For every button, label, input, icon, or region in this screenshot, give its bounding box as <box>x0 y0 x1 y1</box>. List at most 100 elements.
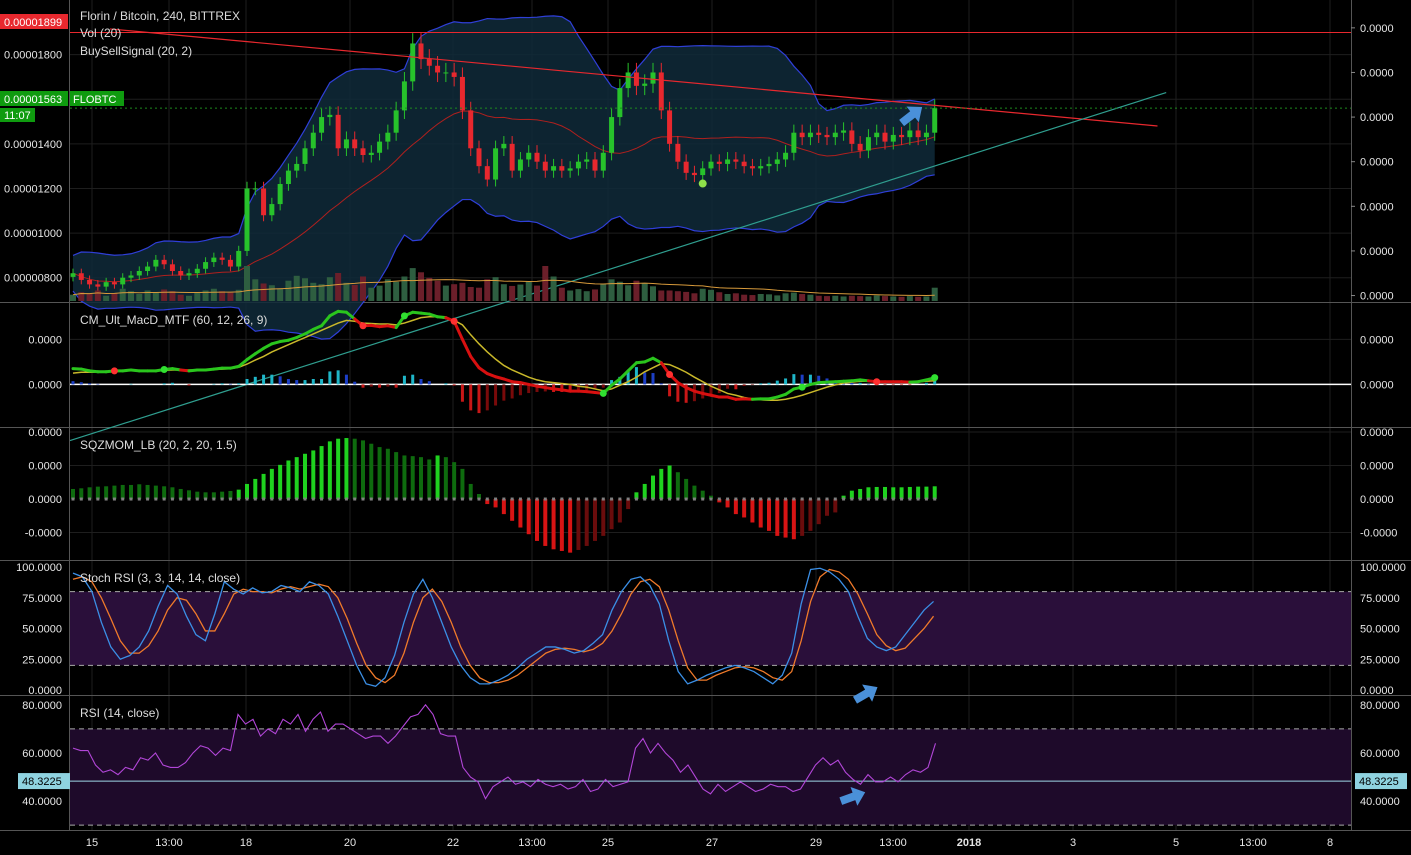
candle-body[interactable] <box>791 133 796 153</box>
candle-body[interactable] <box>427 59 432 66</box>
candle-body[interactable] <box>104 282 109 286</box>
candle-body[interactable] <box>137 271 142 275</box>
candle-body[interactable] <box>642 84 647 86</box>
candle-body[interactable] <box>162 260 167 264</box>
candle-body[interactable] <box>742 162 747 166</box>
candle-body[interactable] <box>352 139 357 148</box>
candle-body[interactable] <box>402 81 407 110</box>
candle-body[interactable] <box>71 273 76 277</box>
candle-body[interactable] <box>899 135 904 137</box>
candle-body[interactable] <box>468 110 473 148</box>
candle-body[interactable] <box>576 162 581 169</box>
candle-body[interactable] <box>883 133 888 142</box>
candle-body[interactable] <box>253 188 258 189</box>
candle-body[interactable] <box>568 168 573 170</box>
candle-body[interactable] <box>601 153 606 171</box>
candle-body[interactable] <box>493 148 498 179</box>
candle-body[interactable] <box>452 72 457 76</box>
candle-body[interactable] <box>501 144 506 148</box>
candle-body[interactable] <box>261 188 266 215</box>
candle-body[interactable] <box>667 110 672 143</box>
candle-body[interactable] <box>684 162 689 173</box>
candle-body[interactable] <box>692 173 697 175</box>
candle-body[interactable] <box>336 115 341 148</box>
candle-body[interactable] <box>170 264 175 271</box>
candle-body[interactable] <box>634 72 639 85</box>
candle-body[interactable] <box>394 110 399 132</box>
candle-body[interactable] <box>195 269 200 273</box>
candle-body[interactable] <box>477 148 482 166</box>
candle-body[interactable] <box>816 133 821 135</box>
candle-body[interactable] <box>419 43 424 59</box>
candle-body[interactable] <box>95 284 100 286</box>
candle-body[interactable] <box>361 148 366 155</box>
candle-body[interactable] <box>907 130 912 137</box>
candle-body[interactable] <box>758 166 763 168</box>
candle-body[interactable] <box>87 280 92 284</box>
candle-body[interactable] <box>916 130 921 137</box>
candle-body[interactable] <box>891 135 896 142</box>
candle-body[interactable] <box>369 153 374 155</box>
candle-body[interactable] <box>783 153 788 160</box>
candle-body[interactable] <box>228 260 233 267</box>
candle-body[interactable] <box>303 148 308 164</box>
candle-body[interactable] <box>236 251 241 267</box>
candle-body[interactable] <box>609 117 614 153</box>
candle-body[interactable] <box>775 159 780 163</box>
candle-body[interactable] <box>717 162 722 164</box>
candle-body[interactable] <box>518 159 523 170</box>
candle-body[interactable] <box>700 168 705 175</box>
candle-body[interactable] <box>211 258 216 262</box>
candle-body[interactable] <box>924 133 929 137</box>
candle-body[interactable] <box>269 204 274 215</box>
candle-body[interactable] <box>659 72 664 110</box>
candle-body[interactable] <box>800 133 805 137</box>
candle-body[interactable] <box>932 108 937 133</box>
candle-body[interactable] <box>825 135 830 137</box>
candle-body[interactable] <box>145 267 150 271</box>
candle-body[interactable] <box>543 162 548 171</box>
candle-body[interactable] <box>593 159 598 170</box>
candle-body[interactable] <box>278 184 283 204</box>
candle-body[interactable] <box>443 72 448 73</box>
candle-body[interactable] <box>584 159 589 161</box>
candle-body[interactable] <box>485 166 490 179</box>
candle-body[interactable] <box>311 133 316 149</box>
candle-body[interactable] <box>750 166 755 168</box>
candle-body[interactable] <box>510 144 515 171</box>
candle-body[interactable] <box>709 162 714 169</box>
candle-body[interactable] <box>112 282 117 284</box>
candle-body[interactable] <box>725 159 730 163</box>
candle-body[interactable] <box>120 278 125 285</box>
candle-body[interactable] <box>675 144 680 162</box>
candle-body[interactable] <box>767 164 772 166</box>
candle-body[interactable] <box>651 72 656 83</box>
candle-body[interactable] <box>178 271 183 275</box>
candle-body[interactable] <box>460 77 465 110</box>
candle-body[interactable] <box>319 117 324 133</box>
candle-body[interactable] <box>79 273 84 280</box>
candle-body[interactable] <box>874 133 879 137</box>
candle-body[interactable] <box>858 144 863 151</box>
candle-body[interactable] <box>808 133 813 137</box>
candle-body[interactable] <box>866 137 871 150</box>
candle-body[interactable] <box>286 171 291 184</box>
candle-body[interactable] <box>153 260 158 267</box>
candle-body[interactable] <box>559 166 564 170</box>
candle-body[interactable] <box>187 273 192 275</box>
candle-body[interactable] <box>294 164 299 171</box>
candle-body[interactable] <box>410 43 415 81</box>
candle-body[interactable] <box>841 130 846 132</box>
candle-body[interactable] <box>849 130 854 143</box>
candle-body[interactable] <box>220 258 225 260</box>
candle-body[interactable] <box>344 139 349 148</box>
candle-body[interactable] <box>535 153 540 162</box>
candle-body[interactable] <box>385 133 390 142</box>
candle-body[interactable] <box>377 142 382 153</box>
candle-body[interactable] <box>733 159 738 161</box>
candle-body[interactable] <box>626 72 631 88</box>
candle-body[interactable] <box>833 133 838 137</box>
candle-body[interactable] <box>551 166 556 170</box>
